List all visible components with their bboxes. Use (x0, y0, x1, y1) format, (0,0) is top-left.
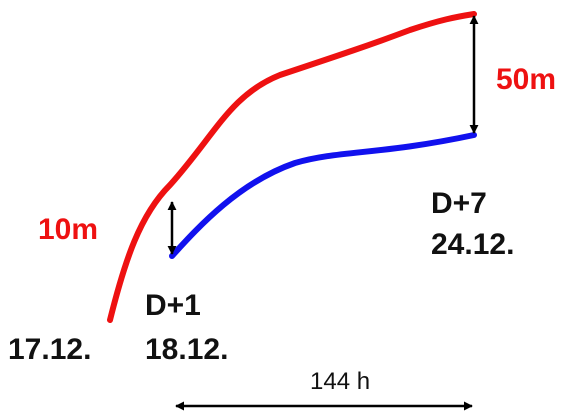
blue-trajectory-curve (169, 132, 477, 259)
red-trajectory-curve (107, 11, 477, 323)
label-d-plus-1: D+1 (145, 289, 201, 322)
label-50m: 50m (496, 63, 556, 96)
label-144h: 144 h (310, 368, 370, 395)
label-date-17-12: 17.12. (8, 333, 91, 366)
label-date-24-12: 24.12. (431, 228, 514, 261)
label-10m: 10m (38, 213, 98, 246)
label-date-18-12: 18.12. (145, 333, 228, 366)
label-d-plus-7: D+7 (431, 187, 487, 220)
